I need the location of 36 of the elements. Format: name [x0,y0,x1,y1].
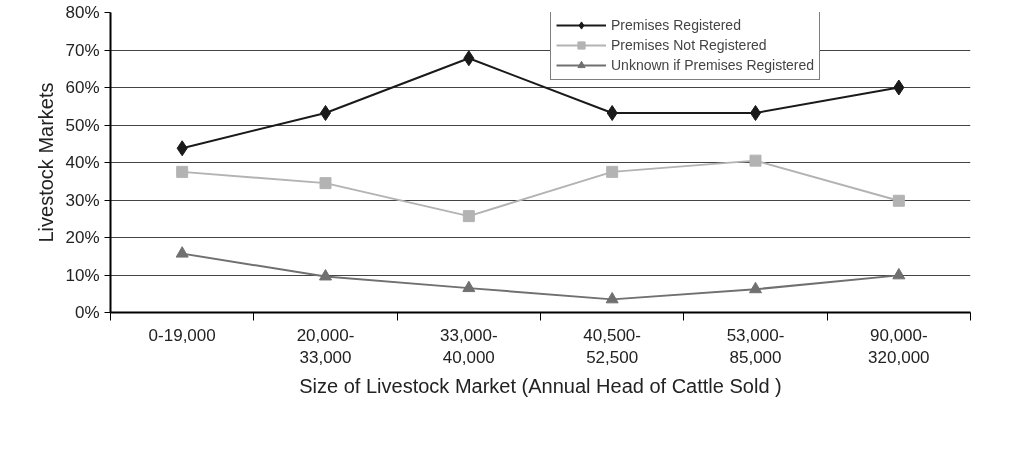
point [175,246,189,258]
legend-label: Premises Registered [611,16,741,34]
y-tick-label: 40% [65,153,100,172]
y-tick-label: 10% [65,265,100,285]
y-tick-label: 20% [65,228,100,247]
point [892,267,906,280]
legend-label: Premises Not Registered [611,36,767,54]
x-tick-label: 90,000-320,000 [868,325,930,368]
point [749,154,762,167]
x-tick-label: 40,500-52,500 [583,325,642,368]
y-tick-label: 50% [65,115,100,135]
legend-label: Unknown if Premises Registered [611,56,815,74]
point [176,165,189,178]
point [462,210,475,223]
x-tick-label: 53,000-85,000 [726,325,785,368]
x-tick-label: 33,000-40,000 [440,325,498,368]
point [605,291,619,304]
x-tick-label: 0-19,000 [148,325,216,345]
x-axis-title: Size of Livestock Market (Annual Head of Cattle Sold ) [299,375,782,398]
point [319,269,332,281]
y-tick-label: 30% [65,190,100,210]
point [892,194,905,207]
y-tick-label: 0% [74,303,100,322]
y-tick-label: 70% [65,40,100,60]
point [606,165,619,178]
point [893,79,905,96]
point [176,140,188,157]
point [749,281,762,294]
point [462,280,476,293]
point [319,177,332,190]
point [463,50,475,67]
y-tick-label: 80% [65,3,100,22]
point [606,105,618,121]
y-axis-title: Livestock Markets [35,82,58,243]
y-tick-label: 60% [65,78,100,97]
x-tick-label: 20,000-33,000 [296,325,355,368]
